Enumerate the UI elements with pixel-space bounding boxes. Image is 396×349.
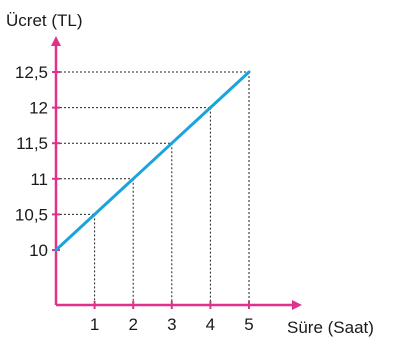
y-tick-label: 12,5: [15, 63, 48, 82]
y-tick-label: 11: [30, 170, 48, 189]
y-axis-arrow: [51, 36, 61, 46]
y-tick-label: 10,5: [15, 205, 48, 224]
x-tick-label: 2: [128, 315, 137, 334]
series: [54, 70, 251, 252]
y-axis-title: Ücret (TL): [6, 11, 83, 30]
x-tick-label: 4: [206, 315, 215, 334]
labels: Ücret (TL) Süre (Saat): [6, 11, 374, 337]
x-tick-label: 3: [167, 315, 176, 334]
guide-lines: [56, 71, 250, 305]
series-line: [54, 70, 251, 252]
x-axis-arrow: [292, 300, 302, 310]
y-tick-label: 11,5: [16, 134, 48, 153]
x-tick-label: 1: [90, 315, 99, 334]
x-axis-title: Süre (Saat): [287, 318, 374, 337]
y-tick-label: 10: [29, 241, 48, 260]
x-tick-label: 5: [244, 315, 253, 334]
axes: [51, 36, 302, 310]
y-tick-label: 12: [29, 99, 48, 118]
